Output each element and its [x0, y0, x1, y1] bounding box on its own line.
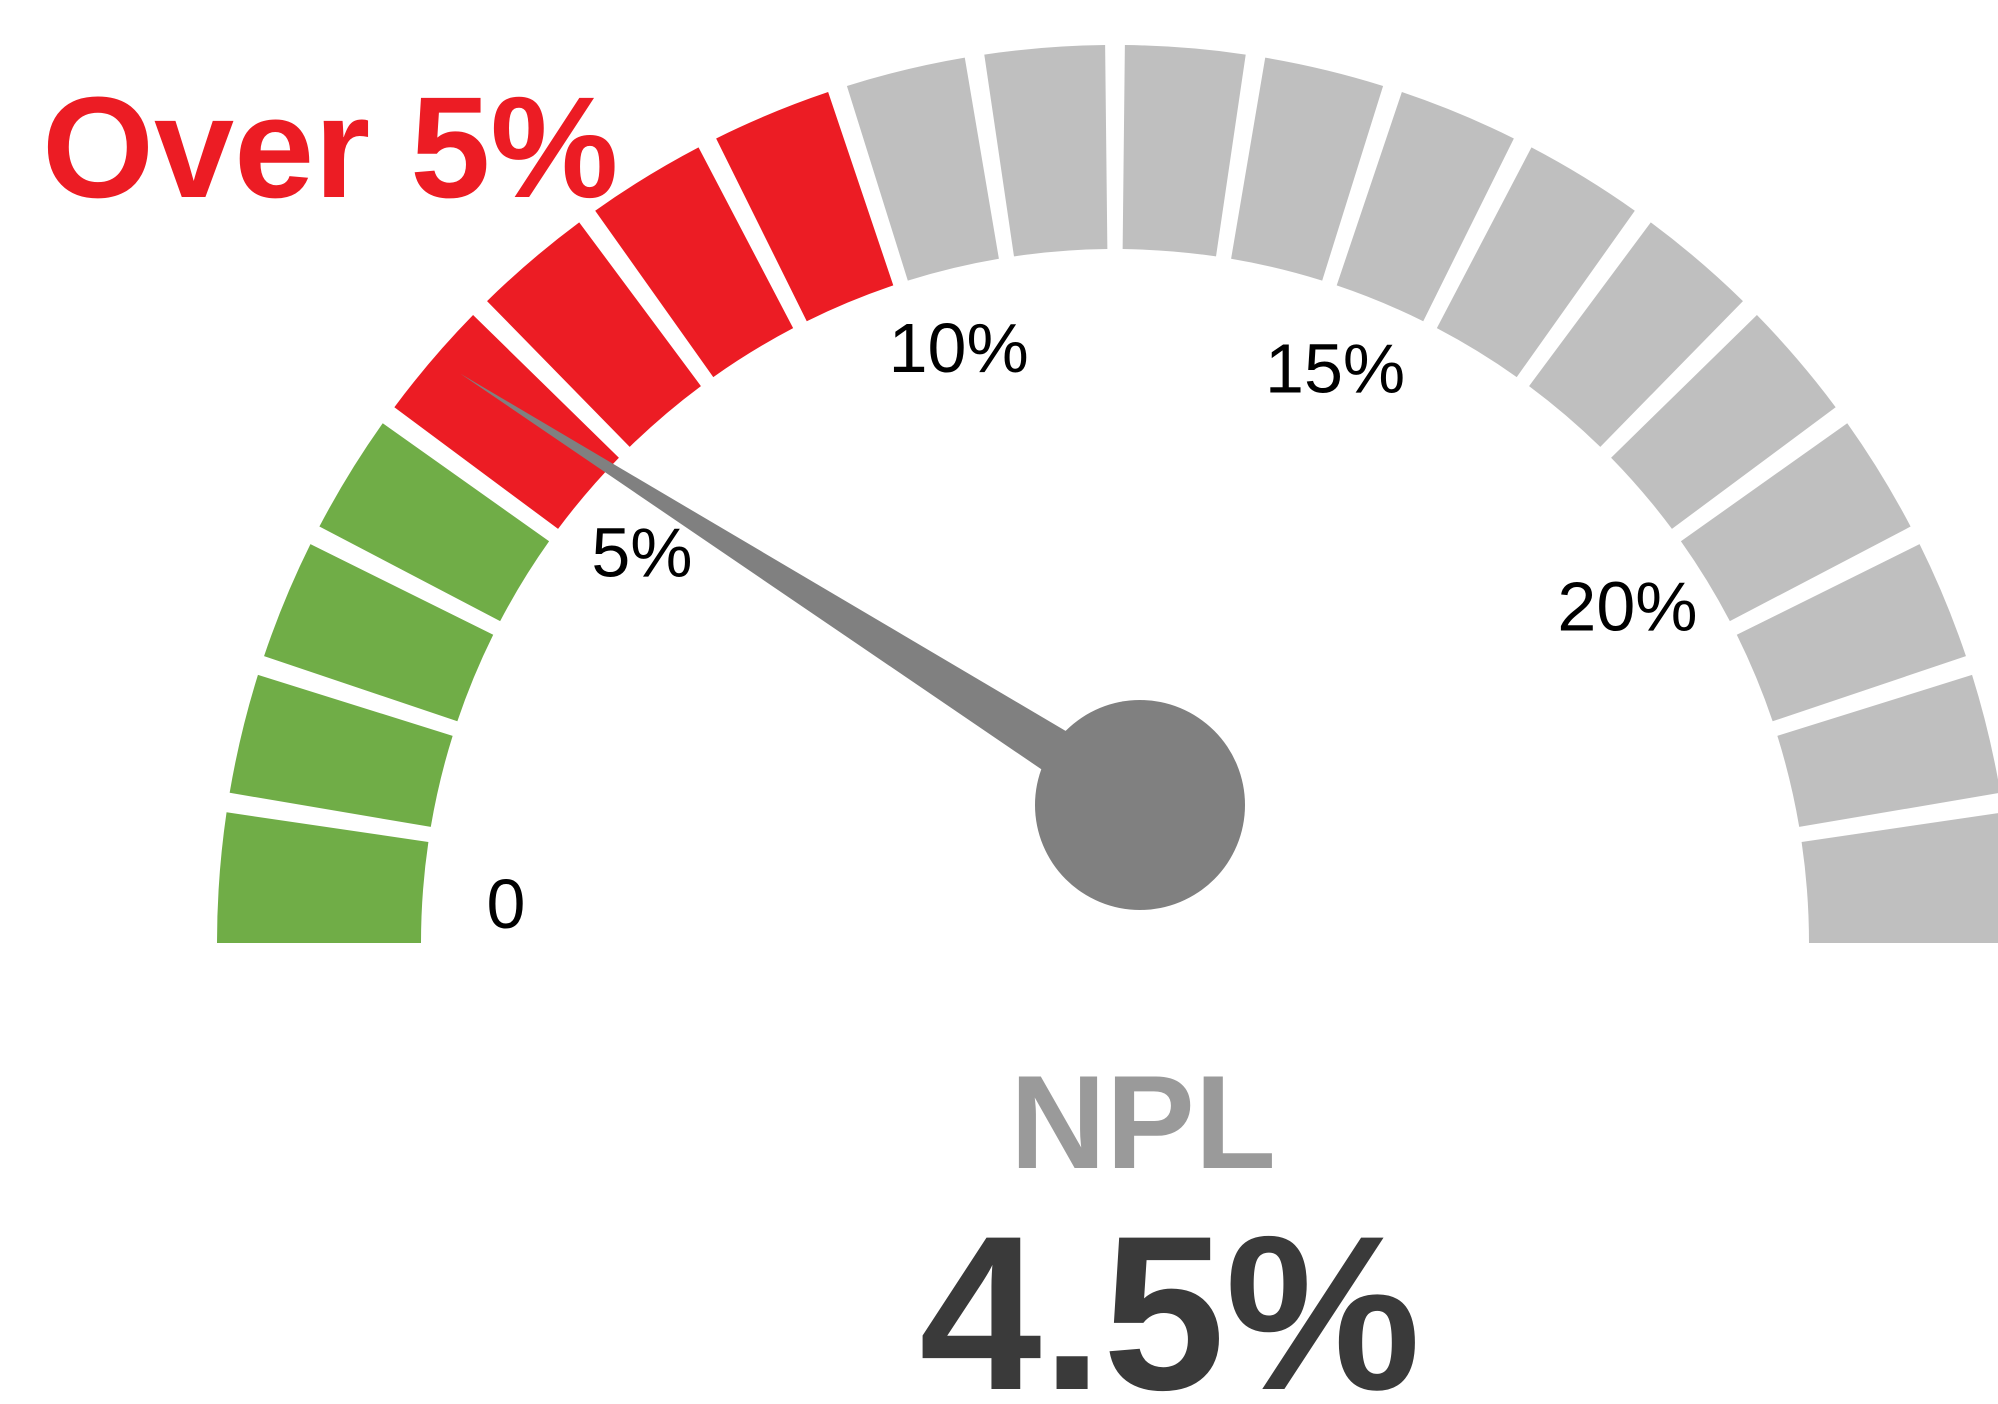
needle — [460, 373, 1154, 827]
gauge-segment — [846, 57, 999, 281]
tick-label: 15% — [1265, 330, 1405, 408]
gauge-segment — [229, 674, 453, 827]
gauge-segment — [984, 45, 1108, 257]
gauge-segment — [716, 92, 894, 322]
gauge-segment — [1231, 57, 1384, 281]
tick-label: 10% — [889, 309, 1029, 387]
tick-label: 20% — [1557, 568, 1697, 646]
gauge-segment — [217, 812, 429, 943]
gauge-segment — [1777, 674, 1998, 827]
gauge-segment — [1736, 544, 1966, 722]
gauge-segment — [1680, 423, 1911, 622]
gauge-segment — [1436, 147, 1635, 378]
gauge-label: NPL — [1010, 1049, 1276, 1197]
tick-label: 5% — [591, 513, 692, 591]
gauge-segment — [1122, 45, 1246, 257]
gauge-title: Over 5% — [42, 67, 618, 228]
gauge-segment — [394, 315, 619, 529]
gauge-segment — [264, 544, 494, 722]
gauge-segment — [1336, 92, 1514, 322]
gauge-segment — [595, 147, 794, 378]
gauge-segment — [1801, 813, 1998, 943]
gauge-value-label: 4.5% — [919, 1190, 1420, 1404]
gauge-segment — [319, 423, 550, 622]
tick-label: 0 — [486, 865, 525, 943]
needle-hub — [1035, 700, 1245, 910]
gauge-segment — [1611, 315, 1836, 529]
gauge-segment — [1529, 222, 1743, 447]
gauge-segment — [487, 222, 701, 447]
